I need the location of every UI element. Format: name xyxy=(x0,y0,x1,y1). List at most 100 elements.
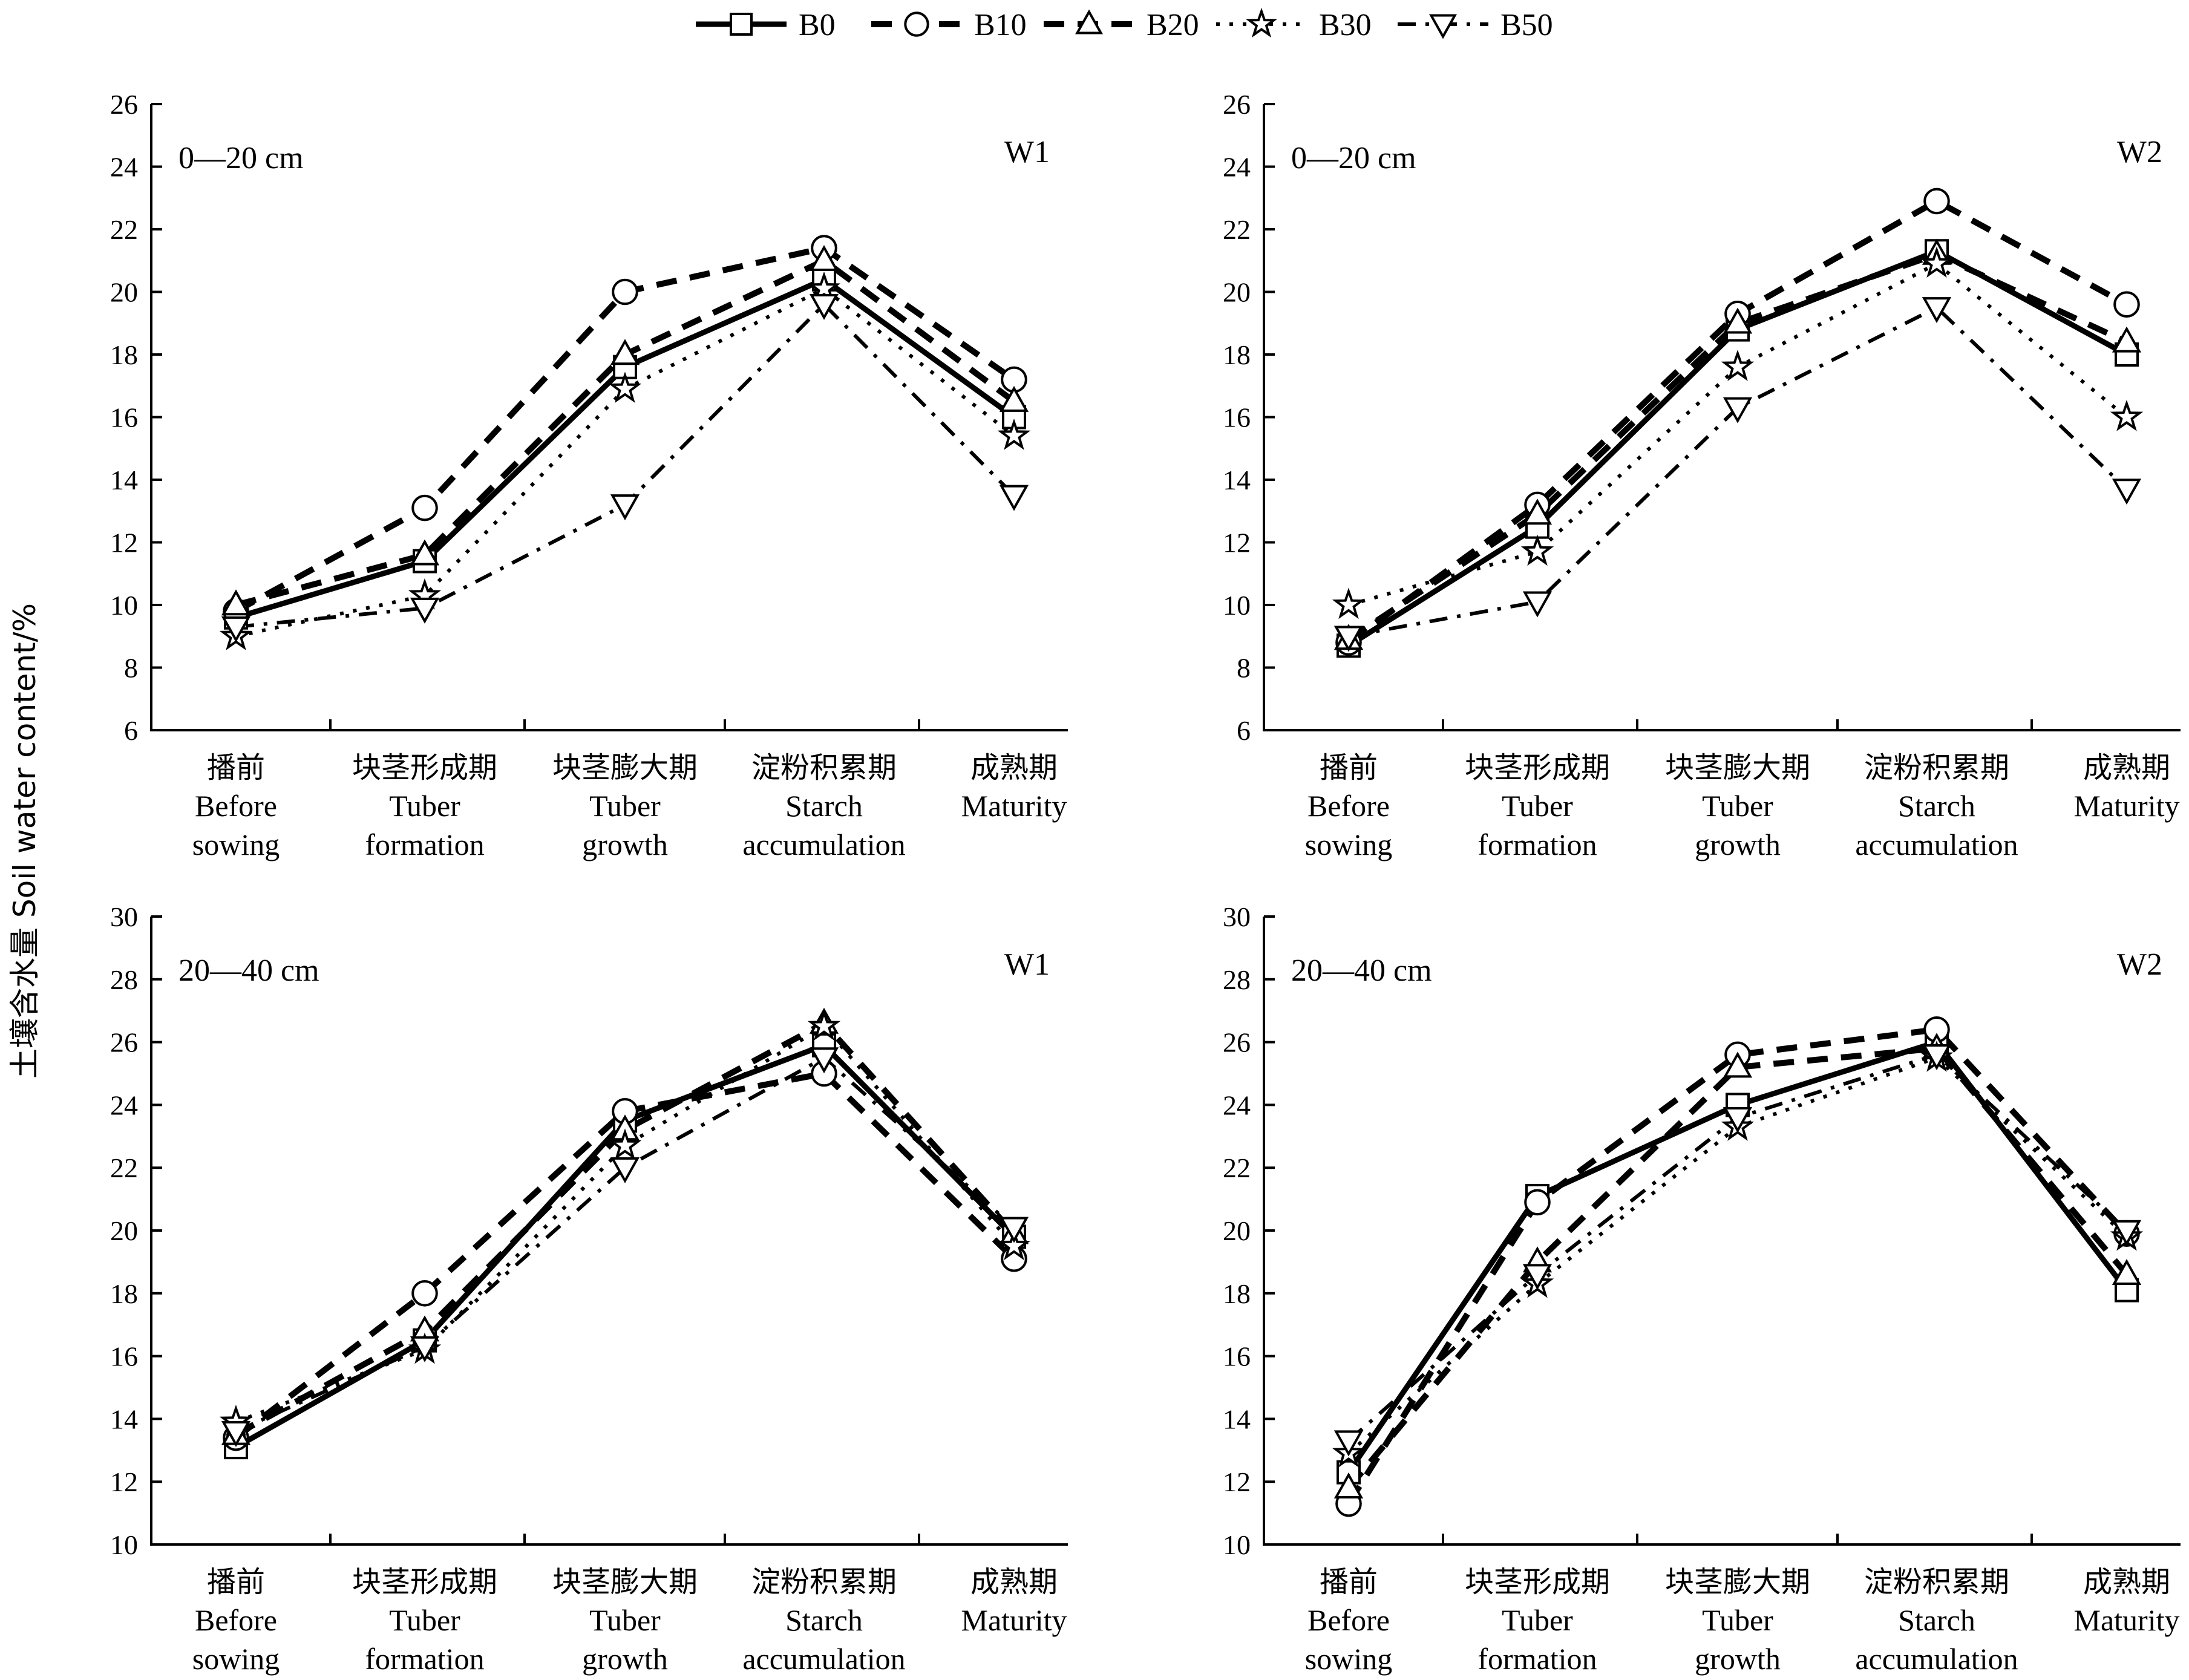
panel-treatment-label: W2 xyxy=(2117,135,2162,169)
data-point-B50 xyxy=(1333,626,1364,652)
data-point-B50 xyxy=(1522,591,1553,618)
series-line-B20 xyxy=(235,257,1016,608)
y-tick-label: 10 xyxy=(110,590,138,621)
data-point-B20 xyxy=(1522,498,1553,525)
y-tick-label: 12 xyxy=(110,1466,138,1497)
y-tick-label: 12 xyxy=(1223,1466,1251,1497)
x-tick-label-zh: 淀粉积累期 xyxy=(1864,751,2009,785)
y-tick-label: 12 xyxy=(110,528,138,558)
data-point-B30 xyxy=(997,1229,1031,1261)
y-tick-label: 24 xyxy=(1223,1090,1251,1120)
y-tick-label: 28 xyxy=(1223,964,1251,995)
data-point-B30 xyxy=(608,1128,642,1160)
axis-frame xyxy=(150,104,1068,731)
data-point-B50 xyxy=(2112,1220,2142,1246)
x-tick-label-zh: 块茎形成期 xyxy=(352,751,497,785)
y-tick-label: 16 xyxy=(110,1341,138,1372)
x-tick-label-zh: 淀粉积累期 xyxy=(751,751,897,785)
x-tick-label-en: Tuber xyxy=(589,789,661,823)
data-point-B20 xyxy=(1333,1472,1364,1499)
y-tick-label: 22 xyxy=(110,1152,138,1183)
data-point-B50 xyxy=(1922,1044,1952,1071)
y-tick-label: 16 xyxy=(110,402,138,433)
data-point-B20 xyxy=(809,245,839,272)
data-point-B10 xyxy=(2113,291,2140,318)
x-tick-label-en: sowing xyxy=(1305,1642,1392,1676)
x-tick-label-zh: 块茎形成期 xyxy=(352,1565,497,1599)
panel-treatment-label: W2 xyxy=(2117,947,2162,982)
x-tick-label-en: growth xyxy=(1695,1642,1781,1676)
y-tick-label: 8 xyxy=(124,653,138,684)
y-tick-label: 14 xyxy=(1223,465,1251,495)
panel-treatment-label: W1 xyxy=(1004,135,1050,169)
y-tick-label: 14 xyxy=(110,465,138,495)
x-tick-label-en: sowing xyxy=(192,828,280,861)
data-point-B10 xyxy=(1923,188,1950,215)
axis-frame xyxy=(1263,104,2181,731)
x-tick-label-en: growth xyxy=(582,1642,668,1676)
x-tick-label-zh: 成熟期 xyxy=(2083,751,2170,785)
panel-treatment-label: W1 xyxy=(1004,947,1050,982)
y-tick-label: 10 xyxy=(1223,1529,1251,1560)
y-axis-label: 土壤含水量 Soil water content/% xyxy=(7,603,42,1079)
x-tick-label-en: sowing xyxy=(1305,828,1392,861)
legend-item-B20: B20 xyxy=(1044,8,1199,42)
x-tick-label-en: Tuber xyxy=(1502,1603,1573,1637)
data-point-B30 xyxy=(1520,534,1554,566)
x-tick-label-en: Starch xyxy=(1898,1603,1975,1637)
data-point-B50 xyxy=(610,1157,640,1183)
legend: B0 B10 B20 B30 B50 xyxy=(696,7,1553,42)
data-point-B30 xyxy=(997,418,1031,450)
legend-label-B50: B50 xyxy=(1500,8,1553,42)
x-tick-label-en: sowing xyxy=(192,1642,280,1676)
data-point-B50 xyxy=(809,293,839,320)
x-tick-label-en: Before xyxy=(1307,1603,1390,1637)
data-point-B50 xyxy=(410,597,440,624)
panel-depth-label: 20—40 cm xyxy=(1291,953,1432,988)
data-point-B10 xyxy=(1524,1189,1551,1216)
panel-3: 10 12 14 16 18 20 22 24 26 28 30 播前 Before sowing 块茎形成… xyxy=(110,901,1068,1676)
x-tick-label-en: formation xyxy=(365,828,484,861)
x-tick-label-zh: 块茎膨大期 xyxy=(552,751,698,785)
series-line-B50 xyxy=(235,1056,1015,1433)
y-tick-label: 16 xyxy=(1223,1341,1251,1372)
series-line-B30 xyxy=(235,1024,1016,1424)
x-tick-label-en: Starch xyxy=(785,789,863,823)
data-point-B50 xyxy=(221,616,251,642)
y-tick-label: 18 xyxy=(110,1278,138,1309)
legend-item-B30: B30 xyxy=(1216,7,1372,42)
data-point-B20 xyxy=(1723,307,1753,334)
y-tick-label: 18 xyxy=(1223,1278,1251,1309)
x-tick-label-en: Maturity xyxy=(961,1603,1067,1637)
x-tick-label-en: Tuber xyxy=(1702,1603,1773,1637)
data-point-B30 xyxy=(1332,587,1366,619)
panel-1: 6 8 10 12 14 16 18 20 22 24 26 播前 Before sowing 块茎形成期 T… xyxy=(110,89,1068,861)
legend-label-B20: B20 xyxy=(1147,8,1199,42)
x-tick-label-zh: 成熟期 xyxy=(970,1565,1058,1599)
x-tick-label-en: Tuber xyxy=(1502,789,1573,823)
y-tick-label: 18 xyxy=(1223,339,1251,370)
legend-marker-B20 xyxy=(1075,9,1103,34)
x-tick-label-en: Starch xyxy=(1898,789,1975,823)
x-tick-label-en: Tuber xyxy=(1702,789,1773,823)
data-point-B20 xyxy=(2112,326,2142,353)
x-tick-label-zh: 淀粉积累期 xyxy=(1864,1565,2009,1599)
y-tick-label: 26 xyxy=(1223,1027,1251,1058)
y-tick-label: 20 xyxy=(1223,1215,1251,1246)
y-tick-label: 24 xyxy=(1223,152,1251,183)
x-tick-label-en: Tuber xyxy=(389,789,460,823)
y-tick-label: 22 xyxy=(1223,1152,1251,1183)
x-tick-label-en: Tuber xyxy=(589,1603,661,1637)
data-point-B50 xyxy=(1333,1430,1364,1457)
x-tick-label-en: Before xyxy=(195,1603,277,1637)
data-point-B50 xyxy=(809,1047,839,1074)
panel-depth-label: 20—40 cm xyxy=(178,953,319,988)
x-tick-label-zh: 成熟期 xyxy=(970,751,1058,785)
panels: 6 8 10 12 14 16 18 20 22 24 26 播前 Before sowing 块茎形成期 T… xyxy=(110,89,2181,1676)
data-point-B50 xyxy=(1723,397,1753,423)
y-tick-label: 14 xyxy=(1223,1404,1251,1434)
y-tick-label: 26 xyxy=(1223,89,1251,120)
data-point-B10 xyxy=(612,278,638,306)
panel-2: 6 8 10 12 14 16 18 20 22 24 26 播前 Before sowing 块茎形成期 T… xyxy=(1223,89,2181,861)
panel-4: 10 12 14 16 18 20 22 24 26 28 30 播前 Before sowing 块茎形成… xyxy=(1223,901,2181,1676)
